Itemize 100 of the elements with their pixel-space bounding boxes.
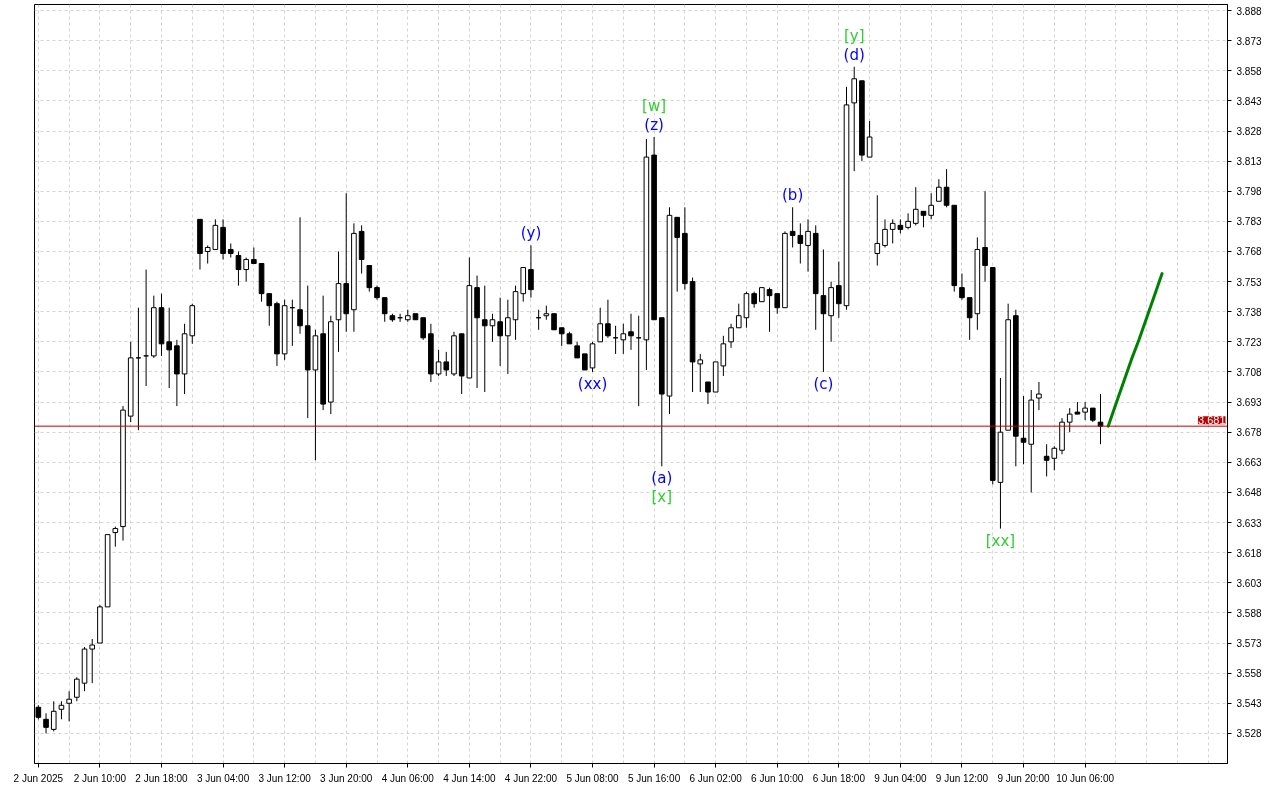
- y-tick-label: 3.708: [1236, 366, 1262, 378]
- x-tick-label: 6 Jun 02:00: [689, 772, 743, 784]
- candlestick: [789, 206, 796, 248]
- x-tick-label: 3 Jun 04:00: [196, 772, 250, 784]
- candlestick: [874, 194, 881, 267]
- candlestick: [1082, 401, 1088, 421]
- x-tick-label: 5 Jun 16:00: [627, 772, 681, 784]
- y-tick-label: 3.633: [1236, 517, 1262, 529]
- candlestick: [705, 381, 711, 405]
- candlestick: [50, 700, 57, 732]
- y-tick-label: 3.693: [1236, 397, 1262, 409]
- candlestick: [1020, 395, 1027, 465]
- candlestick: [805, 218, 811, 273]
- annotation: [x]: [651, 488, 673, 507]
- candlestick: [243, 257, 249, 283]
- candlestick: [836, 261, 842, 319]
- y-tick-label: 3.648: [1236, 487, 1262, 499]
- candlestick: [866, 120, 873, 158]
- x-tick-label: 4 Jun 14:00: [443, 772, 496, 784]
- y-tick-label: 3.828: [1236, 126, 1262, 137]
- annotation: [w]: [642, 97, 667, 116]
- candlestick: [505, 299, 511, 375]
- candlestick: [1066, 407, 1073, 433]
- x-tick-label: 3 Jun 12:00: [258, 772, 312, 784]
- y-tick-label: 3.783: [1236, 216, 1262, 228]
- candlestick: [135, 307, 142, 431]
- y-tick-label: 3.543: [1236, 698, 1262, 710]
- candlestick: [58, 700, 65, 720]
- y-tick-label: 3.663: [1236, 457, 1262, 469]
- y-tick-label: 3.813: [1236, 156, 1262, 168]
- y-tick-label: 3.753: [1236, 276, 1262, 288]
- x-tick-label: 6 Jun 10:00: [751, 772, 804, 784]
- annotation: [y]: [843, 26, 865, 45]
- annotation: (xx): [577, 374, 608, 393]
- y-tick-label: 3.768: [1236, 246, 1262, 258]
- candlestick: [597, 307, 604, 343]
- candlestick: [74, 676, 80, 702]
- y-tick-label: 3.888: [1236, 5, 1262, 17]
- y-tick-label: 3.558: [1236, 668, 1262, 680]
- candlestick: [366, 265, 373, 293]
- candlestick: [905, 212, 911, 230]
- candlestick: [66, 690, 72, 722]
- candlestick: [674, 216, 680, 293]
- candlestick: [112, 526, 119, 548]
- y-tick-label: 3.738: [1236, 306, 1262, 318]
- x-tick-label: 9 Jun 20:00: [997, 772, 1051, 784]
- candlestick: [297, 216, 303, 335]
- candlestick: [912, 186, 919, 226]
- x-tick-label: 2 Jun 18:00: [135, 772, 189, 784]
- x-tick-label: 5 Jun 08:00: [566, 772, 620, 784]
- candlestick: [820, 248, 827, 373]
- x-tick-label: 4 Jun 22:00: [504, 772, 558, 784]
- annotation: (b): [782, 186, 804, 205]
- candlestick: [928, 192, 934, 220]
- candlestick: [628, 313, 634, 351]
- x-tick-label: 9 Jun 04:00: [874, 772, 927, 784]
- candlestick: [936, 178, 942, 202]
- candlestick: [558, 327, 565, 347]
- candlestick: [166, 307, 172, 389]
- candlestick: [982, 190, 988, 283]
- candlestick: [43, 712, 49, 734]
- candlestick: [882, 218, 888, 248]
- candlestick: [943, 168, 950, 208]
- x-tick-label: 4 Jun 06:00: [381, 772, 435, 784]
- y-tick-label: 3.873: [1236, 35, 1262, 47]
- x-tick-label: 9 Jun 12:00: [935, 772, 989, 784]
- line-series: [1106, 272, 1164, 428]
- candlestick: [381, 297, 388, 323]
- candlestick: [497, 297, 503, 367]
- y-tick-label: 3.723: [1236, 336, 1262, 348]
- annotation: (y): [520, 224, 542, 243]
- candlestick: [959, 273, 965, 301]
- annotation: (c): [813, 374, 834, 393]
- annotation: (d): [843, 45, 865, 64]
- x-tick-label: 6 Jun 18:00: [812, 772, 866, 784]
- y-tick-label: 3.798: [1236, 186, 1262, 198]
- candlestick: [605, 299, 611, 339]
- candlestick: [528, 244, 534, 299]
- ref-line-label: 3.681: [1197, 414, 1226, 427]
- y-tick-label: 3.588: [1236, 607, 1262, 619]
- x-tick-label: 10 Jun 06:00: [1056, 772, 1115, 784]
- y-tick-label: 3.678: [1236, 427, 1262, 439]
- candlestick: [797, 222, 804, 265]
- annotation: (z): [644, 116, 664, 135]
- y-tick-label: 3.843: [1236, 95, 1262, 107]
- annotation: (a): [651, 469, 673, 488]
- candlestick: [620, 323, 627, 355]
- candlestick: [89, 638, 96, 684]
- x-tick-label: 3 Jun 20:00: [320, 772, 373, 784]
- candlestick: [728, 323, 734, 349]
- y-tick-label: 3.528: [1236, 728, 1262, 740]
- candlestick: [251, 246, 257, 265]
- y-tick-label: 3.573: [1236, 638, 1262, 650]
- y-tick-label: 3.603: [1236, 577, 1262, 589]
- y-tick-label: 3.858: [1236, 65, 1262, 77]
- x-tick-label: 2 Jun 2025: [13, 772, 64, 784]
- candlestick: [1036, 381, 1042, 411]
- annotation: [xx]: [985, 531, 1016, 550]
- y-tick-label: 3.618: [1236, 547, 1262, 559]
- x-tick-label: 2 Jun 10:00: [73, 772, 127, 784]
